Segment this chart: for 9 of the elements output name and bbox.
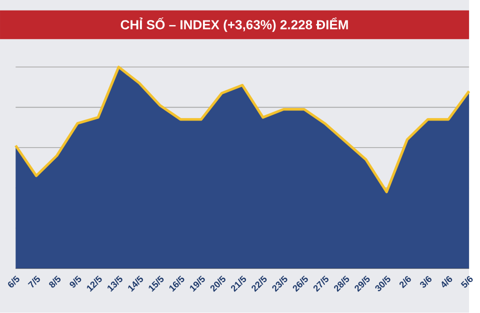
x-tick-label: 8/5 [49,276,61,288]
x-tick-label: 6/5 [8,276,20,288]
x-tick-label: 5/6 [460,276,473,288]
chart-title: CHỈ SỐ – INDEX (+3,63%) 2.228 ĐIỂM [120,18,348,32]
x-tick-label: 4/6 [442,276,452,288]
x-tick-label: 2/6 [399,276,411,288]
x-tick-label: 7/5 [28,276,40,288]
x-tick-label: 9/5 [70,276,82,288]
x-tick-label: 3/6 [420,276,432,288]
